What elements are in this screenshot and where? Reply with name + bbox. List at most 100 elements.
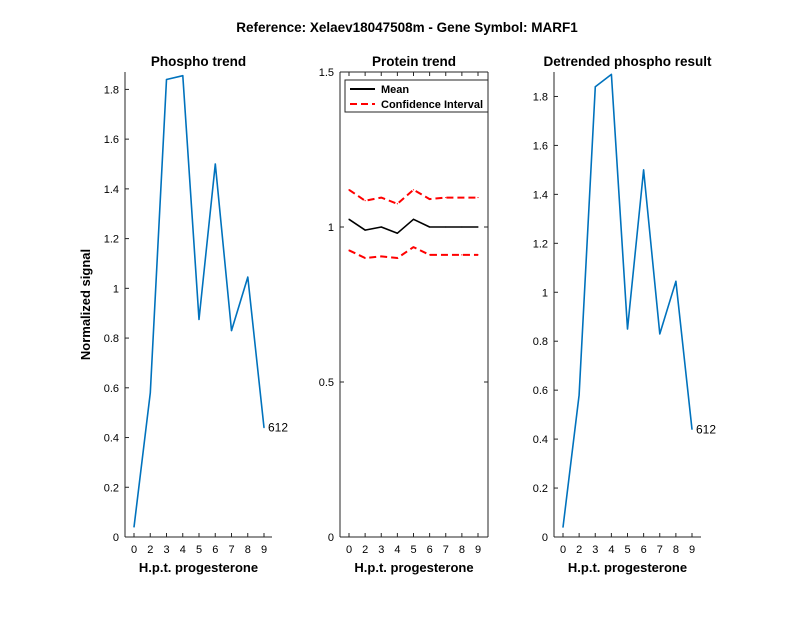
y-tick-label: 1.6 xyxy=(104,134,119,146)
x-tick-label: 0 xyxy=(346,544,352,556)
x-tick-label: 5 xyxy=(410,544,416,556)
data-point xyxy=(165,78,168,81)
data-point xyxy=(429,254,431,256)
data-point xyxy=(364,200,366,202)
x-tick-label: 2 xyxy=(147,544,153,556)
x-tick-label: 7 xyxy=(657,544,663,556)
x-tick-label: 0 xyxy=(131,544,137,556)
data-point xyxy=(348,218,350,220)
y-tick-label: 0.2 xyxy=(104,482,119,494)
y-tick-label: 0.4 xyxy=(533,434,548,446)
panel-title: Protein trend xyxy=(372,54,456,69)
x-tick-label: 3 xyxy=(378,544,384,556)
point-annotation: 612 xyxy=(696,422,716,436)
data-point xyxy=(380,226,382,228)
x-tick-label: 4 xyxy=(608,544,614,556)
data-point xyxy=(477,226,479,228)
y-tick-label: 0 xyxy=(542,532,548,544)
data-point xyxy=(396,203,398,205)
x-tick-label: 8 xyxy=(459,544,465,556)
x-tick-label: 6 xyxy=(212,544,218,556)
data-point xyxy=(247,276,249,278)
y-tick-label: 0.4 xyxy=(104,433,119,445)
panel-title: Phospho trend xyxy=(151,54,246,69)
y-tick-label: 1 xyxy=(542,287,548,299)
x-axis-label: H.p.t. progesterone xyxy=(354,560,473,575)
y-tick-label: 1.2 xyxy=(533,238,548,250)
legend-label-mean: Mean xyxy=(381,84,409,96)
data-point xyxy=(230,330,233,332)
figure-title: Reference: Xelaev18047508m - Gene Symbol… xyxy=(236,20,578,35)
y-tick-label: 0.6 xyxy=(533,385,548,397)
y-axis-label: Normalized signal xyxy=(78,249,93,360)
point-annotation: 612 xyxy=(268,421,288,435)
x-tick-label: 9 xyxy=(689,544,695,556)
data-point xyxy=(412,246,415,248)
data-point xyxy=(562,526,564,528)
data-point xyxy=(477,196,479,199)
data-point xyxy=(659,333,661,335)
data-point xyxy=(691,428,693,430)
legend-box xyxy=(344,79,489,113)
data-point xyxy=(380,255,382,258)
data-point xyxy=(594,86,596,88)
x-tick-label: 9 xyxy=(475,544,481,556)
data-point xyxy=(198,318,200,321)
x-axis-label: H.p.t. progesterone xyxy=(568,560,687,575)
data-point xyxy=(133,526,135,528)
data-point xyxy=(364,257,366,259)
y-tick-label: 0.2 xyxy=(533,483,548,495)
x-axis-label: H.p.t. progesterone xyxy=(139,560,258,575)
y-tick-label: 1.8 xyxy=(104,84,119,96)
y-tick-label: 1.5 xyxy=(319,67,334,79)
y-tick-label: 1.4 xyxy=(104,184,119,196)
x-tick-label: 6 xyxy=(427,544,433,556)
data-point xyxy=(396,232,398,234)
x-tick-label: 2 xyxy=(576,544,582,556)
x-tick-label: 5 xyxy=(196,544,202,556)
data-point xyxy=(445,254,447,256)
panel-title: Detrended phospho result xyxy=(543,54,712,69)
data-point xyxy=(445,226,447,228)
data-point xyxy=(364,229,366,231)
phospho-trend-panel: Phospho trend 0 0.2 0.4 0.6 0.8 1 1.2 1.4 1.6 1.8 0… xyxy=(78,54,288,575)
x-tick-label: 3 xyxy=(592,544,598,556)
data-point xyxy=(429,198,431,200)
data-point xyxy=(461,226,463,228)
data-point xyxy=(412,218,415,220)
data-point xyxy=(626,328,629,330)
legend-label-confidence-interval: Confidence Interval xyxy=(381,99,483,111)
x-tick-label: 3 xyxy=(163,544,169,556)
y-tick-label: 1.2 xyxy=(104,234,119,246)
data-point xyxy=(461,196,463,199)
data-point xyxy=(477,254,479,256)
data-point xyxy=(429,226,431,228)
data-point xyxy=(214,163,216,165)
x-tick-label: 7 xyxy=(228,544,234,556)
y-tick-label: 1 xyxy=(113,283,119,295)
data-point xyxy=(263,426,265,429)
x-tick-label: 4 xyxy=(394,544,400,556)
x-tick-label: 4 xyxy=(180,544,186,556)
data-point xyxy=(578,394,580,396)
data-point xyxy=(610,73,612,76)
y-tick-label: 0.6 xyxy=(104,383,119,395)
data-point xyxy=(445,196,447,199)
y-tick-label: 1.8 xyxy=(533,91,548,103)
y-tick-label: 0.8 xyxy=(533,336,548,348)
detrended-phospho-panel: Detrended phospho result 0 0.2 0.4 0.6 0.8 1 1.… xyxy=(533,54,717,575)
series-line-confidence-interval-upper xyxy=(348,188,478,205)
x-tick-label: 7 xyxy=(443,544,449,556)
data-point xyxy=(675,280,677,282)
x-tick-label: 8 xyxy=(245,544,251,556)
x-tick-label: 2 xyxy=(362,544,368,556)
y-tick-label: 0 xyxy=(113,532,119,544)
data-point xyxy=(182,75,184,77)
x-tick-label: 8 xyxy=(673,544,679,556)
data-point xyxy=(396,257,398,259)
data-point xyxy=(348,189,350,191)
x-tick-label: 0 xyxy=(560,544,566,556)
data-point xyxy=(348,249,350,251)
